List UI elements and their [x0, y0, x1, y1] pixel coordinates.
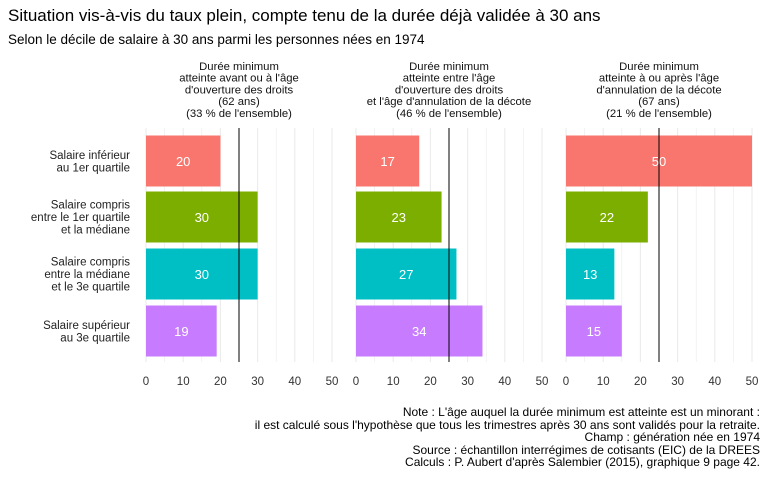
bar-value-label: 20: [176, 154, 190, 169]
category-label: Salaire compris entre la médiane et le 3e …: [44, 257, 130, 294]
category-label-line: et la médiane: [61, 225, 130, 237]
x-tick-label: 50: [536, 376, 549, 388]
x-tick-label: 20: [634, 376, 647, 388]
bar-value-label: 27: [399, 267, 413, 282]
panel-title-line: atteinte entre l'âge: [403, 73, 496, 85]
panel-title-line: atteinte à ou après l'âge: [599, 73, 719, 85]
category-label-line: Salaire compris: [51, 200, 130, 212]
x-tick-label: 0: [563, 376, 569, 388]
x-tick-label: 40: [708, 376, 721, 388]
note-line: Champ : génération née en 1974: [584, 430, 760, 445]
panel-title: Durée minimum atteinte entre l'âge d'ouver…: [367, 61, 531, 120]
panel-title-line: Durée minimum: [409, 61, 489, 73]
bar-value-label: 30: [195, 210, 209, 225]
panel-3: 50 22 13 15 0 10 20 30 40 50 Durée minimum atteinte…: [563, 61, 759, 388]
bar: [356, 135, 420, 187]
category-label-line: Salaire compris: [51, 257, 130, 269]
panel-title-line: et l'âge d'annulation de la décote: [367, 96, 531, 108]
chart-area: Salaire inférieur au 1er quartileSalaire …: [31, 61, 759, 388]
panel-title: Durée minimum atteinte à ou après l'âge d'…: [596, 61, 721, 120]
panel-title-line: Durée minimum: [199, 61, 279, 73]
chart-notes: Note : L'âge auquel la durée minimum est…: [255, 406, 760, 469]
category-label-line: et le 3e quartile: [51, 282, 130, 294]
note-line: Calculs : P. Aubert d'après Salembier (2…: [405, 455, 760, 470]
x-tick-label: 30: [461, 376, 474, 388]
x-tick-label: 10: [387, 376, 400, 388]
x-tick-label: 10: [177, 376, 190, 388]
category-label-line: entre la médiane: [44, 269, 130, 281]
panel-title-line: d'annulation de la décote: [596, 84, 721, 96]
note-line: il est calculé sous l'hypothèse que tous…: [254, 417, 760, 432]
bar-value-label: 15: [587, 324, 601, 339]
bar-value-label: 17: [380, 154, 394, 169]
category-label: Salaire inférieur au 1er quartile: [49, 150, 130, 175]
x-tick-label: 0: [353, 376, 359, 388]
panel-1: 20 30 30 19 0 10 20 30 40 50 Durée minimum atteinte…: [143, 61, 339, 388]
note-line: Note : L'âge auquel la durée minimum est…: [402, 405, 760, 419]
category-label-line: entre le 1er quartile: [31, 212, 130, 224]
category-label-line: Salaire supérieur: [43, 320, 130, 332]
panel-title-line: atteinte avant ou à l'âge: [179, 73, 299, 85]
bar: [566, 248, 615, 300]
bar: [566, 305, 622, 357]
x-tick-label: 20: [424, 376, 437, 388]
panel-title-line: (67 ans): [638, 96, 680, 108]
bar-value-label: 22: [600, 210, 614, 225]
panel-title-line: (33 % de l'ensemble): [186, 108, 292, 120]
category-label-line: au 1er quartile: [56, 162, 130, 174]
panel-title-line: (21 % de l'ensemble): [606, 108, 712, 120]
category-label: Salaire supérieur au 3e quartile: [43, 320, 130, 345]
bar-value-label: 50: [652, 154, 666, 169]
bar: [356, 248, 457, 300]
panel-title-line: (62 ans): [218, 96, 260, 108]
panel-title: Durée minimum atteinte avant ou à l'âge d'…: [179, 61, 299, 120]
category-label: Salaire compris entre le 1er quartile et l…: [31, 200, 130, 237]
bar: [356, 305, 483, 357]
bar: [146, 135, 221, 187]
x-tick-label: 30: [671, 376, 684, 388]
x-tick-label: 20: [214, 376, 227, 388]
chart-subtitle: Selon le décile de salaire à 30 ans parm…: [8, 32, 425, 47]
category-label-line: au 3e quartile: [60, 332, 130, 344]
x-tick-label: 50: [326, 376, 339, 388]
panel-2: 17 23 27 34 0 10 20 30 40 50 Durée minimum atteinte…: [353, 61, 549, 388]
panel-title-line: d'ouverture des droits: [185, 84, 294, 96]
chart-title: Situation vis-à-vis du taux plein, compt…: [8, 6, 601, 25]
x-tick-label: 50: [746, 376, 759, 388]
x-tick-label: 0: [143, 376, 149, 388]
x-tick-label: 40: [288, 376, 301, 388]
bar-value-label: 34: [412, 324, 426, 339]
bar-value-label: 13: [583, 267, 597, 282]
x-tick-label: 40: [498, 376, 511, 388]
panel-title-line: (46 % de l'ensemble): [396, 108, 502, 120]
bar-value-label: 30: [195, 267, 209, 282]
panel-title-line: d'ouverture des droits: [395, 84, 504, 96]
bar: [146, 305, 217, 357]
bar-value-label: 19: [174, 324, 188, 339]
bar: [356, 191, 442, 243]
x-tick-label: 10: [597, 376, 610, 388]
bar-value-label: 23: [392, 210, 406, 225]
bar: [566, 191, 648, 243]
panel-title-line: Durée minimum: [619, 61, 699, 73]
category-label-line: Salaire inférieur: [49, 150, 130, 162]
x-tick-label: 30: [251, 376, 264, 388]
note-line: Source : échantillon interrégimes de cot…: [412, 442, 761, 457]
